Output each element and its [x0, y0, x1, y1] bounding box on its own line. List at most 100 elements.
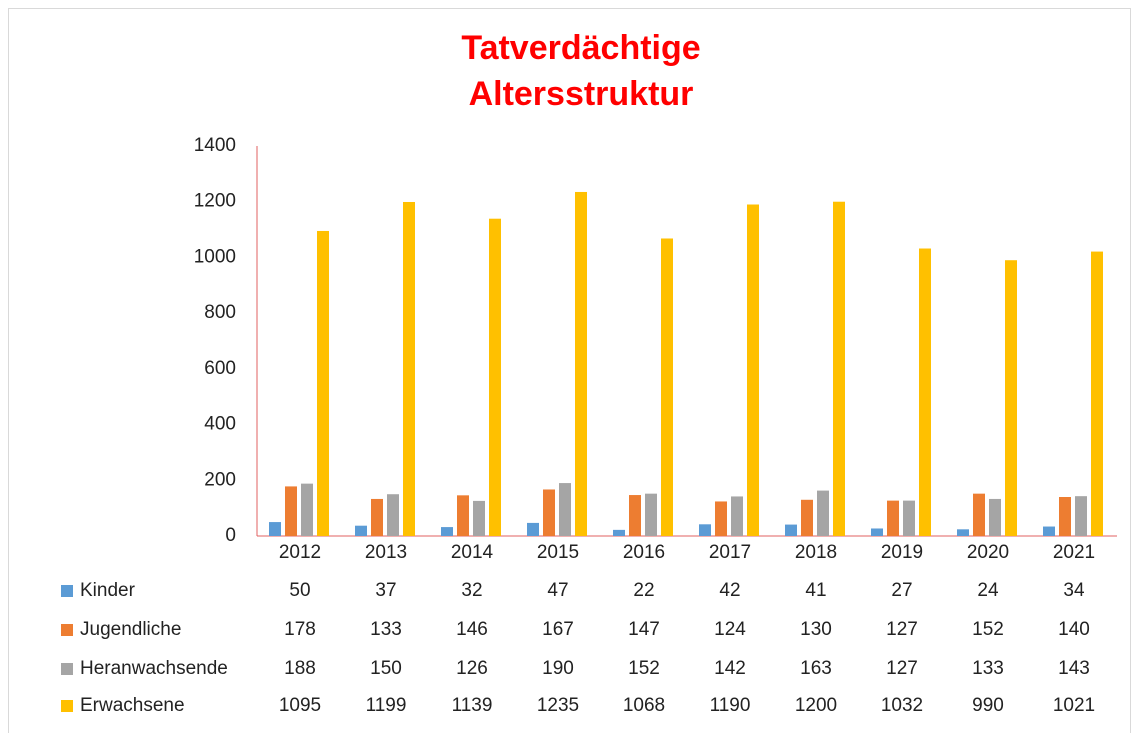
- y-tick-label: 0: [225, 525, 236, 546]
- legend-swatch: [61, 700, 73, 712]
- bar: [613, 529, 625, 536]
- y-tick-label: 800: [204, 302, 236, 323]
- bar: [403, 201, 415, 536]
- table-value: 1235: [537, 695, 579, 716]
- y-tick-label: 1400: [194, 135, 236, 156]
- table-value: 50: [289, 580, 310, 601]
- y-tick-label: 1000: [194, 246, 236, 267]
- chart-title: Tatverdächtige: [461, 29, 700, 67]
- table-value: 42: [719, 580, 740, 601]
- table-value: 41: [805, 580, 826, 601]
- x-tick-label: 2014: [451, 542, 494, 563]
- table-value: 990: [972, 695, 1004, 716]
- bar: [661, 238, 673, 536]
- bar: [575, 191, 587, 536]
- legend-label: Heranwachsende: [80, 658, 228, 679]
- table-value: 188: [284, 658, 316, 679]
- x-tick-label: 2019: [881, 542, 923, 563]
- table-value: 1068: [623, 695, 665, 716]
- table-value: 37: [375, 580, 396, 601]
- table-value: 27: [891, 580, 912, 601]
- table-value: 143: [1058, 658, 1090, 679]
- table-value: 124: [714, 619, 746, 640]
- table-value: 142: [714, 658, 746, 679]
- table-value: 140: [1058, 619, 1090, 640]
- bar: [973, 493, 985, 536]
- bar: [441, 527, 453, 536]
- bar: [817, 490, 829, 536]
- bar: [527, 522, 539, 536]
- table-value: 1199: [366, 695, 407, 716]
- table-value: 167: [542, 619, 574, 640]
- bar: [301, 483, 313, 536]
- table-value: 1139: [452, 695, 493, 716]
- table-value: 127: [886, 658, 918, 679]
- table-value: 163: [800, 658, 832, 679]
- bar: [699, 524, 711, 536]
- bar: [473, 500, 485, 536]
- bar: [317, 230, 329, 536]
- bar: [715, 501, 727, 536]
- x-tick-label: 2015: [537, 542, 579, 563]
- bar: [559, 483, 571, 536]
- table-value: 47: [547, 580, 568, 601]
- table-value: 1021: [1053, 695, 1095, 716]
- bar: [887, 500, 899, 536]
- bar: [285, 486, 297, 536]
- bar: [871, 528, 883, 536]
- bar: [989, 498, 1001, 536]
- bar: [747, 204, 759, 536]
- bar: [371, 498, 383, 536]
- table-value: 22: [633, 580, 654, 601]
- bar: [785, 524, 797, 536]
- bar: [489, 218, 501, 536]
- bar: [1075, 496, 1087, 536]
- bar: [269, 522, 281, 536]
- bar: [833, 201, 845, 536]
- table-value: 1200: [795, 695, 837, 716]
- table-value: 152: [972, 619, 1004, 640]
- bar: [457, 495, 469, 536]
- table-value: 34: [1063, 580, 1085, 601]
- table-value: 24: [977, 580, 999, 601]
- table-value: 150: [370, 658, 402, 679]
- table-value: 1190: [710, 695, 751, 716]
- table-value: 178: [284, 619, 316, 640]
- table-value: 133: [370, 619, 402, 640]
- table-value: 146: [456, 619, 488, 640]
- legend-swatch: [61, 663, 73, 675]
- bar: [355, 525, 367, 536]
- bar: [645, 493, 657, 536]
- table-value: 127: [886, 619, 918, 640]
- bar: [1043, 526, 1055, 536]
- bar: [957, 529, 969, 536]
- table-value: 32: [461, 580, 482, 601]
- table-value: 126: [456, 658, 488, 679]
- table-value: 152: [628, 658, 660, 679]
- bar: [543, 489, 555, 536]
- legend-label: Kinder: [80, 580, 136, 601]
- x-tick-label: 2012: [279, 542, 321, 563]
- bar: [629, 495, 641, 536]
- y-tick-label: 1200: [194, 191, 236, 212]
- x-tick-label: 2020: [967, 542, 1009, 563]
- y-tick-label: 600: [204, 358, 236, 379]
- legend-label: Erwachsene: [80, 695, 185, 716]
- legend-swatch: [61, 585, 73, 597]
- x-tick-label: 2013: [365, 542, 407, 563]
- table-value: 130: [800, 619, 832, 640]
- bar: [919, 248, 931, 536]
- y-tick-label: 200: [204, 469, 236, 490]
- table-value: 1095: [279, 695, 321, 716]
- legend-swatch: [61, 624, 73, 636]
- x-tick-label: 2021: [1053, 542, 1095, 563]
- bar: [903, 500, 915, 536]
- bar: [387, 494, 399, 536]
- bar: [1091, 251, 1103, 537]
- y-tick-label: 400: [204, 414, 236, 435]
- bar: [731, 496, 743, 536]
- x-tick-label: 2017: [709, 542, 751, 563]
- chart-title: Altersstruktur: [469, 75, 694, 113]
- table-value: 133: [972, 658, 1004, 679]
